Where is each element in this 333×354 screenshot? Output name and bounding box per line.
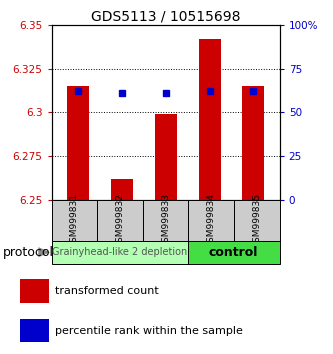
Text: Grainyhead-like 2 depletion: Grainyhead-like 2 depletion [52,247,187,257]
Text: transformed count: transformed count [55,286,159,296]
Bar [67,86,89,200]
Bar [155,114,176,200]
Bar [52,200,97,241]
Text: percentile rank within the sample: percentile rank within the sample [55,326,243,336]
Text: protocol: protocol [3,246,54,259]
Bar [52,241,187,264]
Bar [187,241,280,264]
Text: GSM999835: GSM999835 [252,193,261,248]
Text: GSM999834: GSM999834 [207,193,216,248]
Bar [97,200,143,241]
Text: GSM999831: GSM999831 [70,193,79,248]
Bar [242,86,264,200]
Bar [198,39,220,200]
Bar [20,319,49,343]
Text: GSM999833: GSM999833 [161,193,170,248]
Bar [20,279,49,303]
Text: GSM999832: GSM999832 [116,193,125,248]
Bar [234,200,280,241]
Bar [143,200,188,241]
Bar [111,179,133,200]
Text: control: control [209,246,258,259]
Polygon shape [38,247,50,257]
Title: GDS5113 / 10515698: GDS5113 / 10515698 [91,10,240,24]
Bar [188,200,234,241]
